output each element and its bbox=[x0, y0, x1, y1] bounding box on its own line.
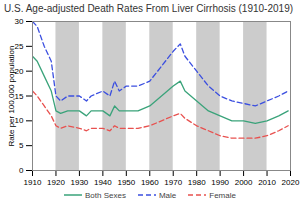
svg-text:10: 10 bbox=[14, 116, 24, 126]
svg-text:1950: 1950 bbox=[117, 178, 135, 187]
html-text:Male: Male bbox=[158, 190, 177, 200]
svg-text:20: 20 bbox=[14, 66, 24, 76]
svg-text:1990: 1990 bbox=[211, 178, 229, 187]
svg-text:1920: 1920 bbox=[47, 178, 65, 187]
svg-text:1940: 1940 bbox=[94, 178, 112, 187]
svg-text:1960: 1960 bbox=[141, 178, 159, 187]
svg-text:2010: 2010 bbox=[258, 178, 276, 187]
svg-text:1980: 1980 bbox=[188, 178, 206, 187]
svg-text:1930: 1930 bbox=[71, 178, 89, 187]
svg-text:1970: 1970 bbox=[164, 178, 182, 187]
svg-text:2000: 2000 bbox=[235, 178, 253, 187]
svg-text:5: 5 bbox=[19, 141, 24, 150]
svg-text:Rate per 100,000 population: Rate per 100,000 population bbox=[7, 46, 16, 147]
svg-text:0: 0 bbox=[19, 166, 24, 175]
html-text:Both Sexes: Both Sexes bbox=[85, 190, 126, 200]
svg-text:1910: 1910 bbox=[24, 178, 42, 187]
svg-text:15: 15 bbox=[14, 91, 24, 101]
html-text:Female: Female bbox=[209, 190, 236, 200]
svg-text:2020: 2020 bbox=[282, 178, 300, 187]
svg-text:25: 25 bbox=[14, 41, 24, 51]
svg-text:30: 30 bbox=[15, 17, 24, 26]
html-text:U.S. Age-adjusted Death Rates: U.S. Age-adjusted Death Rates From Liver… bbox=[4, 3, 293, 14]
